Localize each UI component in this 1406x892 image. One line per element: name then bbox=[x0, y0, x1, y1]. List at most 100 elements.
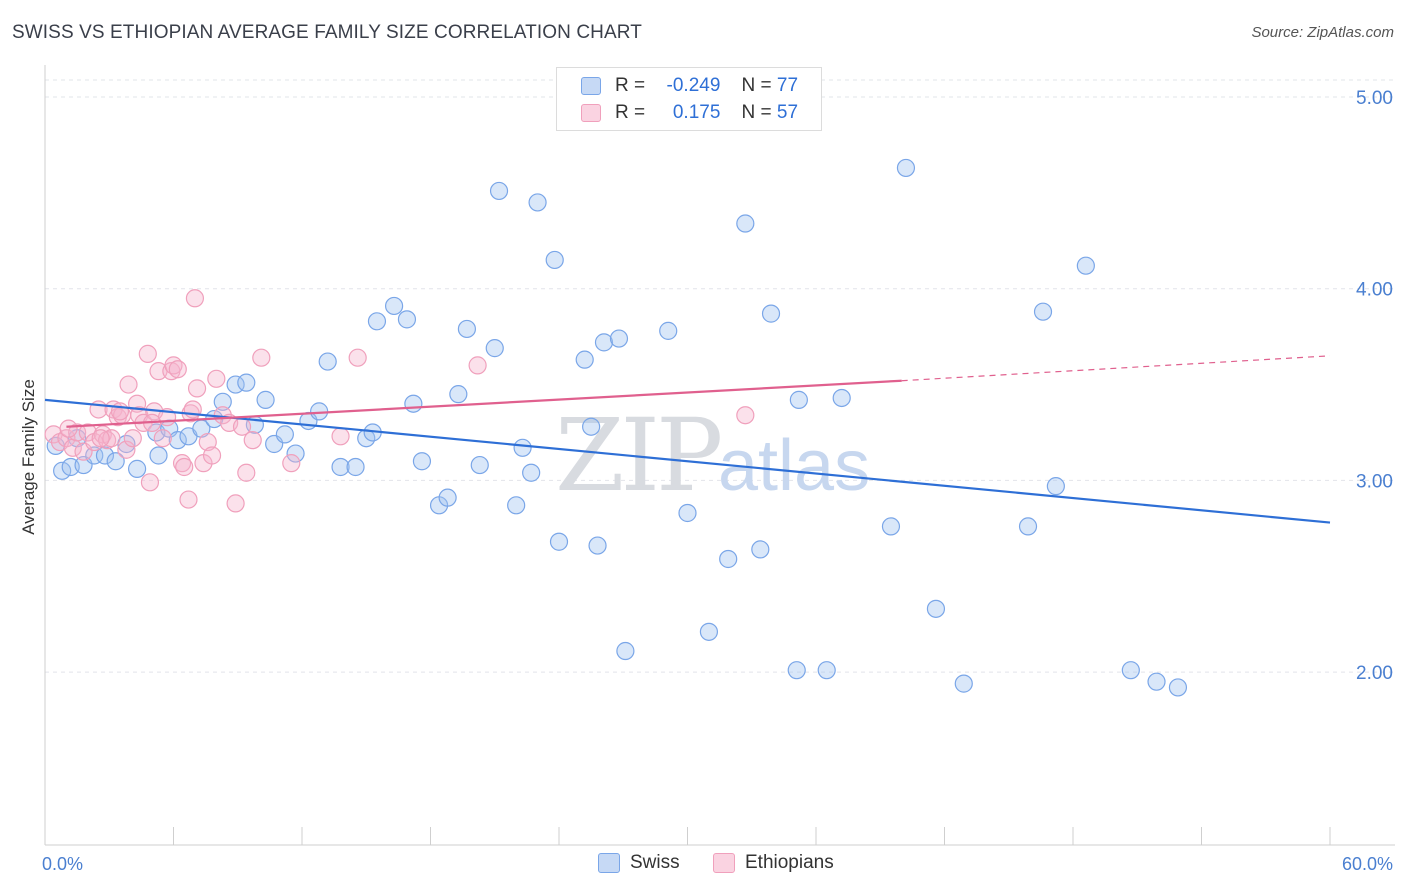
swiss-point bbox=[817, 661, 836, 680]
ethiopian-point bbox=[185, 289, 205, 308]
swiss-point bbox=[549, 532, 569, 551]
swiss-point bbox=[1076, 256, 1095, 275]
ethiopian-point bbox=[736, 406, 755, 425]
swiss-point bbox=[449, 385, 468, 404]
swiss-point bbox=[412, 452, 432, 471]
chart-title: SWISS VS ETHIOPIAN AVERAGE FAMILY SIZE C… bbox=[12, 22, 642, 43]
swiss-point bbox=[95, 446, 115, 465]
ethiopian-point bbox=[243, 431, 262, 450]
swiss-point bbox=[489, 181, 509, 201]
swiss-point bbox=[367, 312, 387, 331]
ethiopian-point bbox=[68, 423, 87, 442]
swiss-point bbox=[522, 463, 541, 482]
swiss-point bbox=[168, 431, 187, 450]
swiss-point bbox=[832, 388, 851, 408]
swiss-point bbox=[616, 641, 635, 661]
swiss-point bbox=[85, 446, 104, 465]
swiss-point bbox=[384, 296, 404, 316]
swiss-point bbox=[678, 503, 697, 523]
swiss-point bbox=[275, 425, 294, 444]
ethiopians-swatch bbox=[581, 104, 601, 122]
swiss-point bbox=[954, 674, 973, 693]
legend-n-value: 57 bbox=[776, 102, 799, 123]
swiss-point bbox=[470, 455, 489, 475]
legend-row-ethiopians: R = 0.175 N = 57 bbox=[581, 101, 798, 125]
ethiopian-point bbox=[187, 379, 207, 398]
swiss-point bbox=[457, 319, 477, 339]
legend-label-ethiopians: Ethiopians bbox=[745, 852, 834, 873]
swiss-point bbox=[256, 390, 275, 409]
y-tick-label: 5.00 bbox=[1356, 88, 1393, 109]
ethiopian-point bbox=[175, 457, 194, 477]
series-legend: Swiss Ethiopians bbox=[0, 852, 1406, 878]
y-tick-label: 4.00 bbox=[1356, 280, 1393, 301]
data-points bbox=[44, 158, 1188, 697]
legend-r-value: -0.249 bbox=[666, 75, 721, 96]
swiss-point bbox=[331, 457, 350, 477]
trend-lines bbox=[44, 355, 1331, 524]
legend-n-value: 77 bbox=[776, 75, 799, 96]
swiss-point bbox=[1168, 678, 1188, 697]
ethiopian-point bbox=[331, 427, 350, 446]
swiss-point bbox=[575, 350, 594, 369]
swiss-swatch bbox=[581, 77, 601, 95]
ethiopian-point bbox=[168, 360, 187, 379]
swiss-point bbox=[404, 394, 423, 413]
swiss-point bbox=[761, 304, 781, 323]
legend-r-label: R = bbox=[615, 102, 646, 123]
ethiopian-point bbox=[468, 356, 487, 375]
x-tick-labels: 0.0% 60.0% bbox=[42, 854, 1393, 874]
swiss-point bbox=[1018, 517, 1038, 536]
ethiopian-point bbox=[198, 432, 217, 452]
swiss-point bbox=[545, 250, 564, 270]
ethiopian-point bbox=[140, 473, 160, 492]
ethiopian-point bbox=[119, 375, 138, 394]
swiss-point bbox=[699, 622, 719, 641]
swiss-point bbox=[1033, 302, 1053, 321]
ethiopian-point bbox=[207, 369, 226, 388]
swiss-point bbox=[213, 392, 232, 411]
swiss-point bbox=[719, 549, 738, 569]
swiss-point bbox=[1147, 672, 1166, 691]
legend-n-label: N = bbox=[741, 75, 772, 96]
swiss-point bbox=[881, 517, 901, 536]
swiss-point bbox=[594, 333, 614, 352]
swiss-point bbox=[1121, 661, 1140, 680]
swiss-point bbox=[513, 438, 532, 457]
swiss-point bbox=[286, 444, 305, 463]
swiss-swatch bbox=[598, 853, 620, 873]
ethiopian-point bbox=[138, 344, 157, 363]
x-tick-label-min: 0.0% bbox=[42, 854, 83, 874]
legend-r-label: R = bbox=[615, 75, 646, 96]
ethiopian-point bbox=[348, 348, 367, 367]
swiss-point bbox=[926, 599, 946, 618]
x-tick-label-max: 60.0% bbox=[1342, 854, 1393, 874]
ethiopian-point bbox=[252, 348, 271, 367]
swiss-point bbox=[53, 461, 72, 480]
legend-item-swiss[interactable]: Swiss bbox=[598, 852, 680, 874]
correlation-legend: R = -0.249 N = 77 R = 0.175 N = 57 bbox=[556, 67, 822, 131]
ethiopian-point bbox=[226, 494, 245, 513]
swiss-point bbox=[736, 214, 755, 233]
ethiopian-point bbox=[102, 429, 121, 448]
y-tick-labels: 2.00 3.00 4.00 5.00 bbox=[1356, 88, 1393, 684]
legend-r-value: 0.175 bbox=[672, 102, 721, 123]
ethiopian-point bbox=[117, 440, 136, 459]
swiss-point bbox=[106, 452, 125, 471]
swiss-point bbox=[127, 459, 147, 478]
y-tick-label: 2.00 bbox=[1356, 663, 1393, 684]
swiss-point bbox=[346, 457, 365, 477]
legend-n-label: N = bbox=[741, 102, 772, 123]
ethiopian-trend-line bbox=[66, 379, 902, 428]
source-credit: Source: ZipAtlas.com bbox=[1251, 24, 1394, 41]
swiss-point bbox=[751, 540, 770, 559]
ethiopian-point bbox=[202, 446, 222, 465]
swiss-point bbox=[397, 310, 417, 329]
swiss-point bbox=[588, 536, 607, 555]
ethiopian-point bbox=[123, 429, 142, 448]
legend-item-ethiopians[interactable]: Ethiopians bbox=[713, 852, 834, 874]
swiss-point bbox=[787, 661, 806, 680]
swiss-point bbox=[507, 496, 526, 515]
swiss-point bbox=[659, 321, 678, 340]
